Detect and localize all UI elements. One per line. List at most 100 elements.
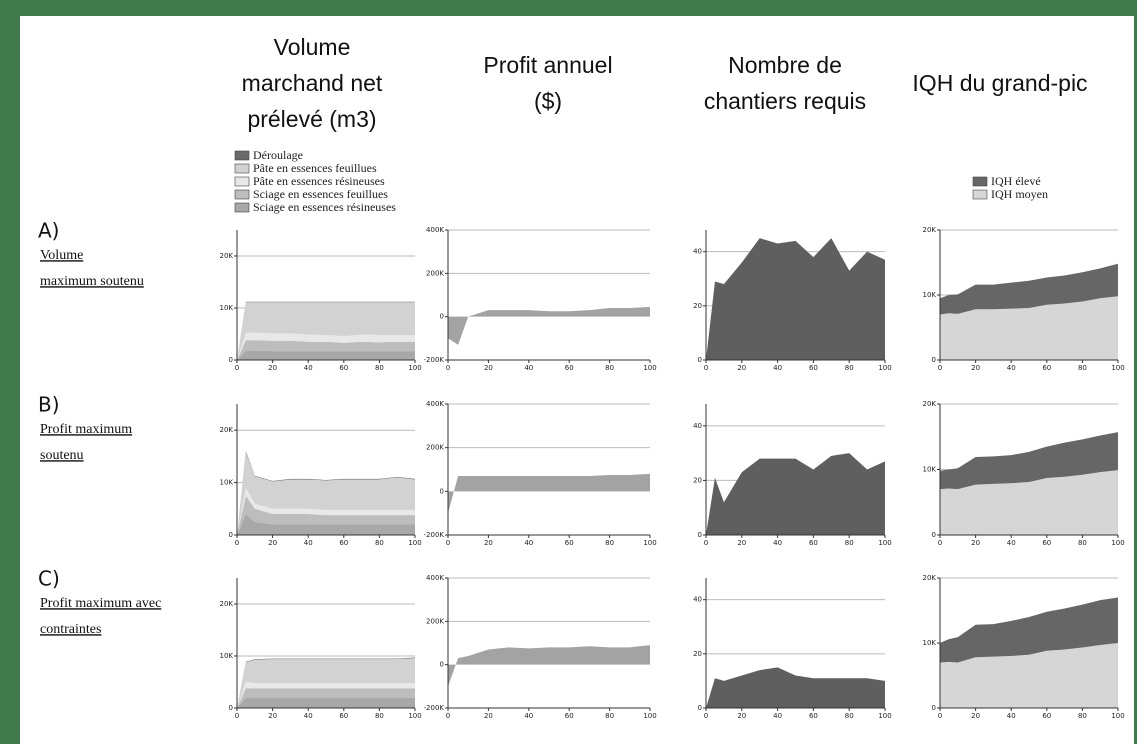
- x-tick-label: 100: [1111, 539, 1124, 547]
- x-tick-label: 100: [1111, 364, 1124, 372]
- x-tick-label: 100: [408, 712, 421, 720]
- legend-swatch: [972, 189, 988, 200]
- x-tick-label: 20: [737, 539, 746, 547]
- legend-swatch: [234, 189, 250, 200]
- area: [940, 470, 1118, 535]
- legend-label: Déroulage: [253, 148, 303, 162]
- y-tick-label: 20K: [220, 600, 234, 608]
- x-tick-label: 0: [446, 364, 450, 372]
- column-header: prélevé (m3): [247, 106, 376, 132]
- y-tick-label: 0: [932, 356, 936, 364]
- row-letter: B): [38, 393, 60, 417]
- x-tick-label: 100: [878, 539, 891, 547]
- area: [237, 495, 415, 535]
- panel: [20, 16, 1134, 744]
- y-tick-label: 10K: [923, 639, 937, 647]
- y-tick-label: 10K: [923, 291, 937, 299]
- x-tick-label: 0: [938, 712, 942, 720]
- x-tick-label: 80: [1078, 539, 1087, 547]
- legend-label: Pâte en essences résineuses: [253, 174, 385, 188]
- x-tick-label: 0: [704, 364, 708, 372]
- x-tick-label: 80: [845, 364, 854, 372]
- x-tick-label: 60: [1042, 712, 1051, 720]
- x-tick-label: 20: [484, 364, 493, 372]
- y-tick-label: 0: [440, 313, 444, 321]
- x-tick-label: 100: [643, 539, 656, 547]
- x-tick-label: 60: [565, 712, 574, 720]
- row-letter: C): [38, 567, 60, 591]
- x-tick-label: 60: [339, 712, 348, 720]
- column-header: Profit annuel: [483, 52, 612, 78]
- x-tick-label: 100: [878, 712, 891, 720]
- x-tick-label: 0: [938, 364, 942, 372]
- x-tick-label: 80: [605, 364, 614, 372]
- x-tick-label: 60: [339, 539, 348, 547]
- area: [237, 340, 415, 360]
- x-tick-label: 40: [1007, 364, 1016, 372]
- legend-label: Sciage en essences feuillues: [253, 187, 388, 201]
- x-tick-label: 0: [235, 539, 239, 547]
- y-tick-label: 0: [229, 531, 233, 539]
- x-tick-label: 40: [773, 539, 782, 547]
- x-tick-label: 80: [845, 712, 854, 720]
- y-tick-label: 20: [693, 302, 702, 310]
- x-tick-label: 40: [304, 712, 313, 720]
- x-tick-label: 20: [971, 364, 980, 372]
- area: [940, 432, 1118, 490]
- legend-swatch: [972, 176, 988, 187]
- x-tick-label: 20: [268, 364, 277, 372]
- x-tick-label: 80: [1078, 712, 1087, 720]
- x-tick-label: 0: [704, 539, 708, 547]
- column-header: IQH du grand-pic: [912, 70, 1087, 96]
- x-tick-label: 60: [339, 364, 348, 372]
- area: [448, 473, 650, 514]
- area: [706, 238, 885, 360]
- area: [237, 302, 415, 360]
- row-label: Profit maximum avec: [40, 596, 161, 611]
- y-tick-label: 20K: [220, 426, 234, 434]
- x-tick-label: 20: [737, 364, 746, 372]
- x-tick-label: 0: [704, 712, 708, 720]
- y-tick-label: 0: [440, 661, 444, 669]
- area: [940, 296, 1118, 360]
- x-tick-label: 20: [484, 712, 493, 720]
- area: [706, 453, 885, 535]
- x-tick-label: 20: [737, 712, 746, 720]
- x-tick-label: 80: [605, 539, 614, 547]
- x-tick-label: 100: [408, 364, 421, 372]
- y-tick-label: 20K: [923, 574, 937, 582]
- y-tick-label: 20K: [220, 252, 234, 260]
- legend-swatch: [234, 150, 250, 161]
- row-letter: A): [38, 219, 59, 243]
- area: [706, 667, 885, 708]
- y-tick-label: 0: [440, 487, 444, 495]
- row-label: maximum soutenu: [40, 274, 144, 289]
- x-tick-label: 60: [809, 539, 818, 547]
- area: [237, 487, 415, 535]
- x-tick-label: 40: [1007, 712, 1016, 720]
- area: [237, 697, 415, 708]
- area: [237, 332, 415, 360]
- x-tick-label: 0: [235, 364, 239, 372]
- area: [237, 682, 415, 708]
- legend-swatch: [234, 202, 250, 213]
- y-tick-label: 200K: [426, 617, 444, 625]
- x-tick-label: 60: [565, 539, 574, 547]
- x-tick-label: 80: [1078, 364, 1087, 372]
- legend-swatch: [234, 176, 250, 187]
- area: [237, 350, 415, 360]
- x-tick-label: 20: [268, 539, 277, 547]
- x-tick-label: 60: [809, 364, 818, 372]
- y-tick-label: 40: [693, 596, 702, 604]
- x-tick-label: 80: [375, 712, 384, 720]
- x-tick-label: 80: [375, 539, 384, 547]
- y-tick-label: 40: [693, 422, 702, 430]
- area: [237, 658, 415, 708]
- x-tick-label: 20: [971, 712, 980, 720]
- area: [448, 306, 650, 345]
- row-label: contraintes: [40, 622, 101, 637]
- row-label: Profit maximum: [40, 422, 132, 437]
- x-tick-label: 20: [484, 539, 493, 547]
- y-tick-label: 400K: [426, 226, 444, 234]
- legend-label: IQH moyen: [991, 187, 1048, 201]
